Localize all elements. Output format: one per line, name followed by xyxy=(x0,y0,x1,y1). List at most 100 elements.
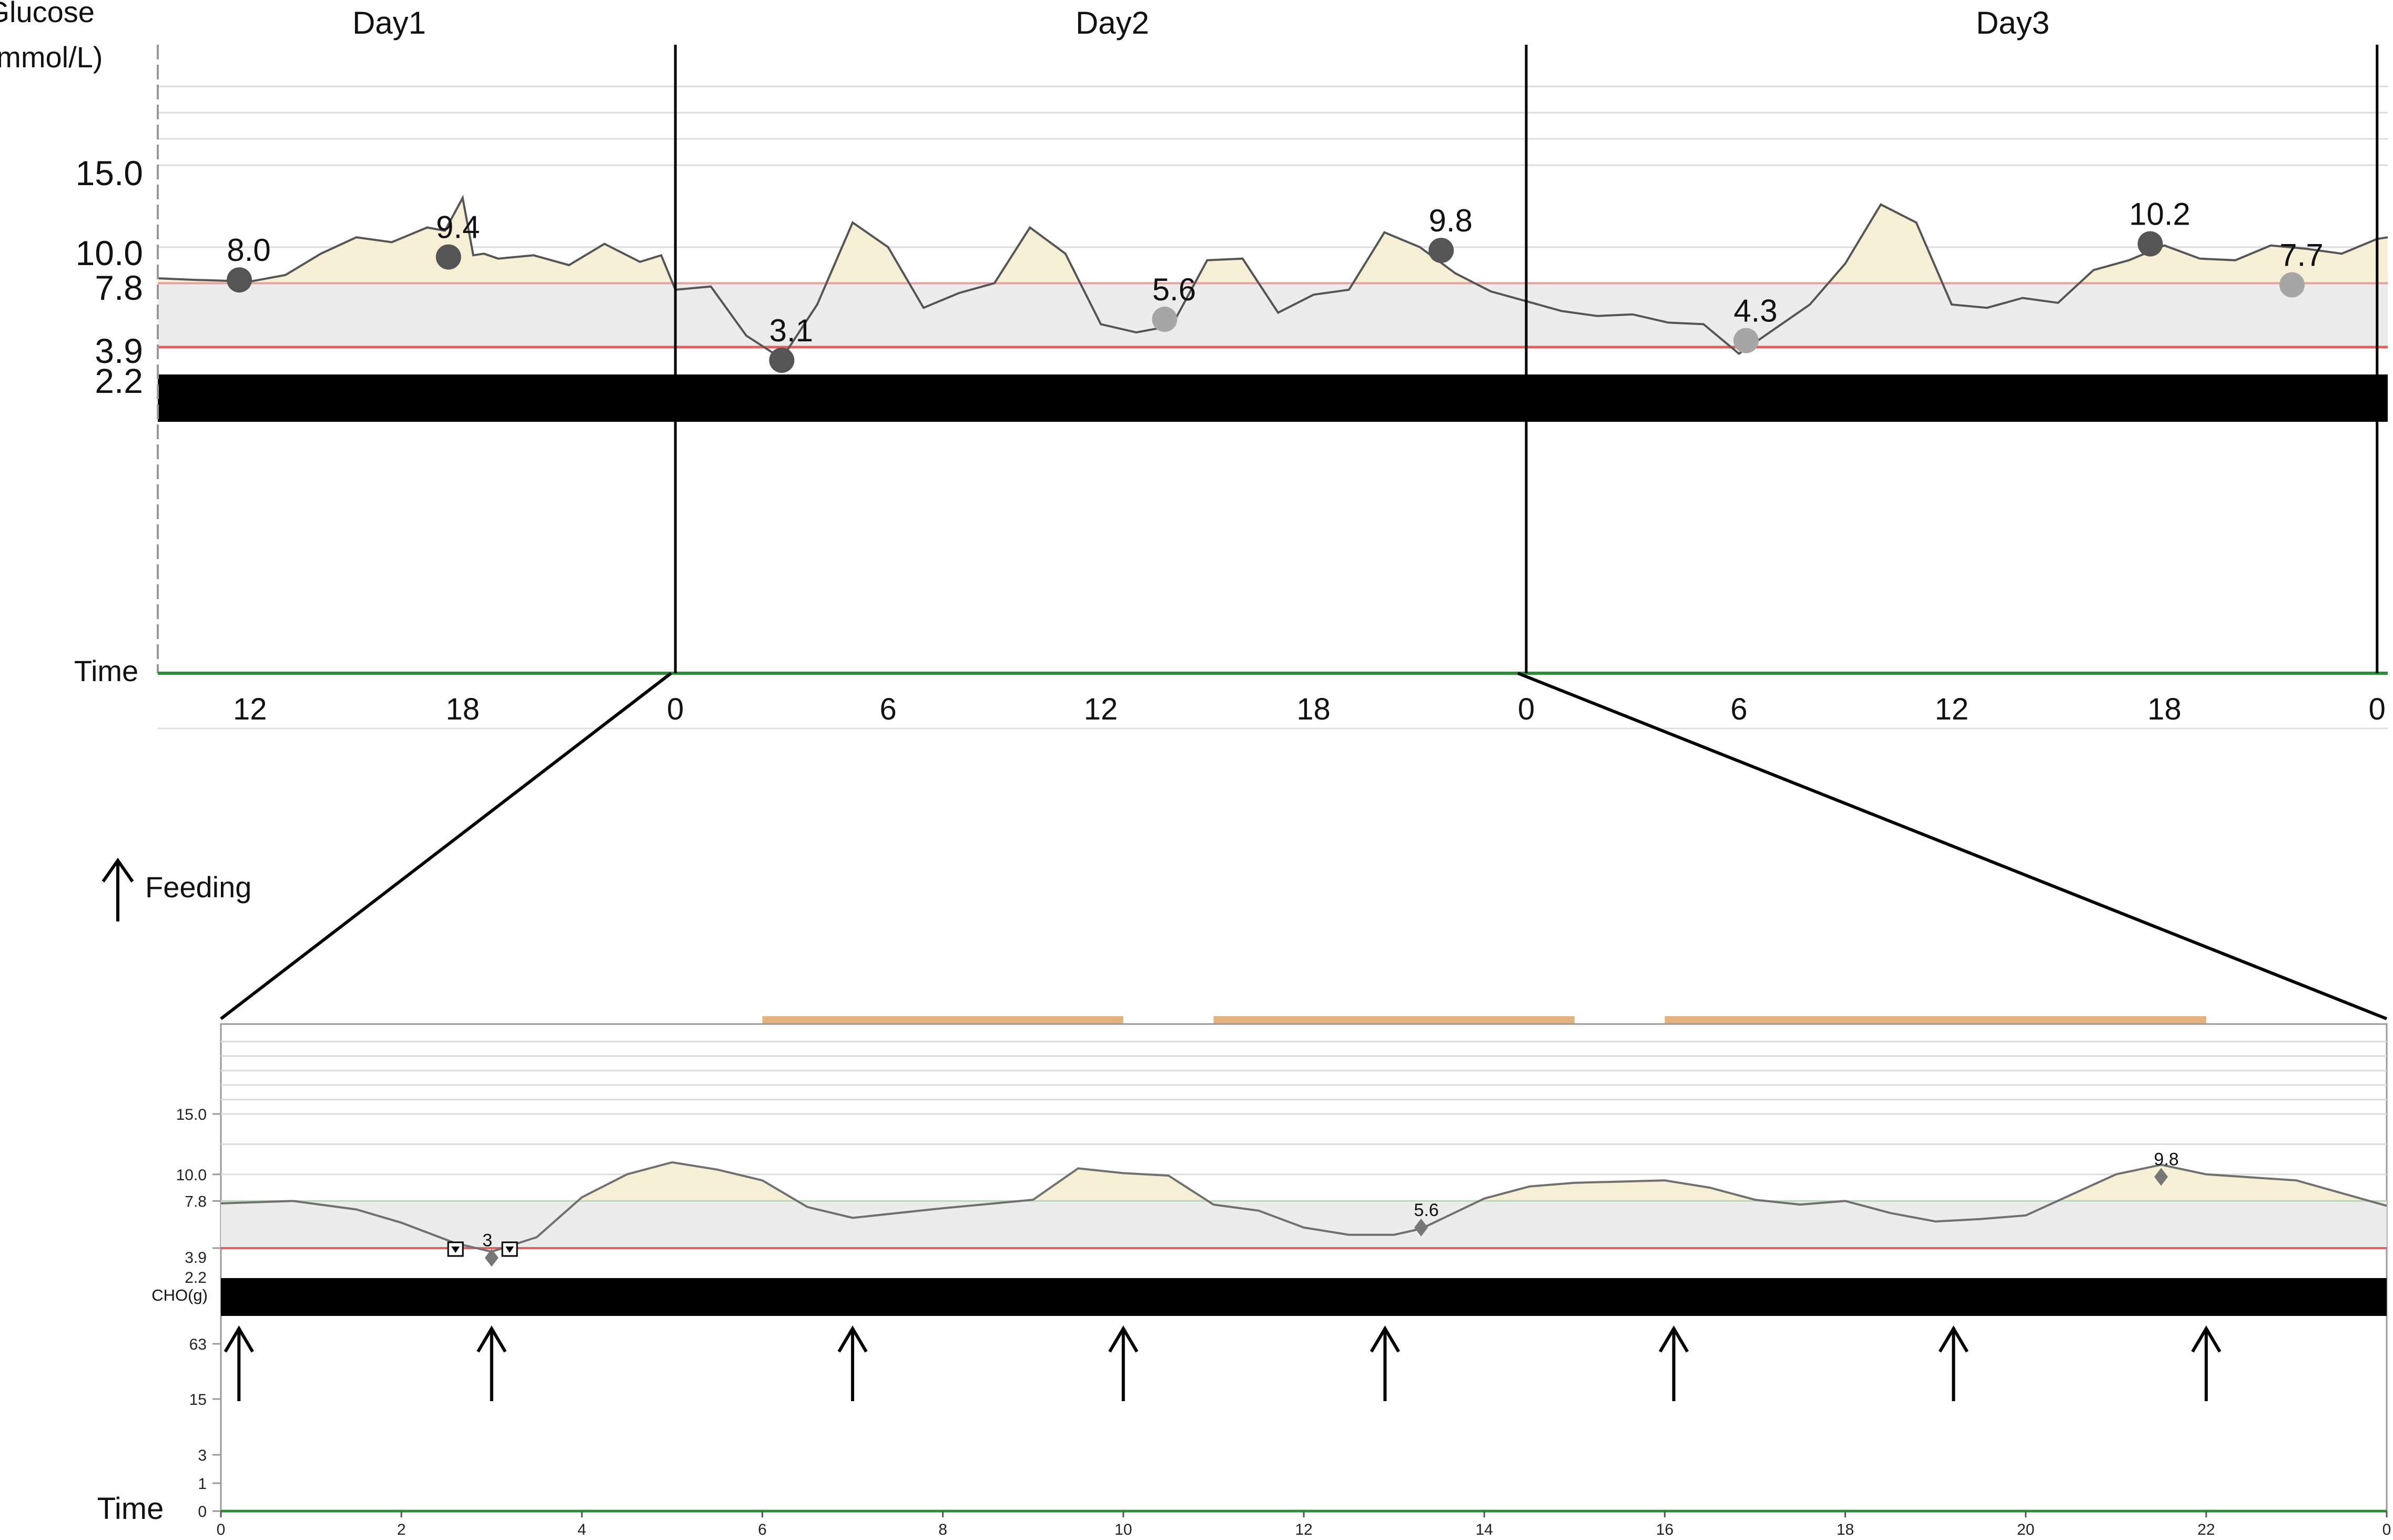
feeding-legend: Feeding xyxy=(102,857,251,921)
top-y-tick-3.9: 3.9 xyxy=(95,331,143,370)
event-marker-arrow xyxy=(451,1247,460,1253)
y-axis-label-line-2: (mmol/L) xyxy=(0,40,103,74)
bottom-y-ticks: 15.0 10.0 7.8 3.9 2.2 xyxy=(176,1106,221,1286)
bottom-time-label: Time xyxy=(97,1492,164,1526)
feeding-arrow-icon xyxy=(837,1325,868,1401)
feeding-arrow-icon xyxy=(1658,1325,1689,1401)
y-axis-label: Glucose (mmol/L) xyxy=(0,0,103,74)
top-x-tick-0: 0 xyxy=(1518,692,1535,726)
bottom-x-ticks: 0 2 4 6 8 10 12 14 16 18 20 22 0 xyxy=(217,1511,2391,1538)
feeding-arrow-icon xyxy=(224,1325,254,1401)
zoom-connector-left xyxy=(220,672,672,1020)
top-x-tick-0: 0 xyxy=(2369,692,2386,726)
bottom-x-tick-20: 20 xyxy=(2017,1521,2034,1538)
bottom-event-markers xyxy=(447,1241,518,1257)
top-target-band xyxy=(158,283,2388,348)
zoom-connector-right xyxy=(1517,672,2388,1020)
bottom-x-tick-0: 0 xyxy=(2382,1521,2391,1538)
feeding-arrow-head xyxy=(837,1325,868,1353)
glucose-marker xyxy=(769,347,795,373)
bottom-target-band xyxy=(221,1201,2387,1248)
top-y-tick-2.2: 2.2 xyxy=(95,361,143,400)
top-x-tick-6: 6 xyxy=(879,692,896,726)
glucose-value-label: 3.1 xyxy=(769,313,813,348)
feeding-arrow-head xyxy=(1108,1325,1139,1353)
cho-tick-1: 1 xyxy=(198,1475,207,1493)
feeding-legend-label: Feeding xyxy=(145,870,251,904)
bottom-y-tick-2.2: 2.2 xyxy=(185,1269,207,1286)
glucose-marker xyxy=(2137,231,2163,257)
glucose-marker xyxy=(227,267,252,293)
cho-tick-3: 3 xyxy=(198,1447,207,1464)
bottom-x-tick-18: 18 xyxy=(1837,1521,1854,1538)
top-gridlines xyxy=(158,85,2388,730)
three-day-glucose-chart: Glucose (mmol/L) Day1 Day2 Day3 15.0 10.0… xyxy=(0,0,2388,730)
top-x-tick-12: 12 xyxy=(1084,692,1118,726)
feeding-arrow-icon xyxy=(2191,1325,2222,1401)
bottom-x-tick-2: 2 xyxy=(397,1521,406,1538)
glucose-marker xyxy=(1428,238,1454,264)
reading-value-label: 5.6 xyxy=(1414,1200,1438,1220)
top-x-tick-12: 12 xyxy=(233,692,267,726)
top-x-ticks: 12 18 0 6 12 18 0 6 12 18 0 xyxy=(233,692,2386,726)
top-annotations: 8.0 9.4 3.1 5.6 9.8 4.3 10.2 7.7 xyxy=(227,197,2324,373)
top-y-tick-10.0: 10.0 xyxy=(76,234,143,272)
glucose-value-label: 10.2 xyxy=(2129,197,2191,232)
glucose-value-label: 9.8 xyxy=(1428,203,1472,238)
top-glucose-trace xyxy=(157,195,2388,360)
top-x-tick-18: 18 xyxy=(445,692,480,726)
reading-marker xyxy=(484,1249,499,1267)
top-high-glucose-fill xyxy=(158,198,2388,283)
cho-tick-63: 63 xyxy=(189,1336,207,1353)
top-x-tick-18: 18 xyxy=(2147,692,2182,726)
top-black-band xyxy=(158,374,2388,422)
bottom-cho-ticks: 63 15 3 1 0 xyxy=(189,1336,221,1521)
cho-tick-15: 15 xyxy=(189,1391,207,1409)
bottom-y-tick-15.0: 15.0 xyxy=(176,1106,207,1123)
feeding-arrow-icon xyxy=(1938,1325,1969,1401)
top-y-tick-15.0: 15.0 xyxy=(76,154,143,192)
bottom-annotations: 3 5.6 9.8 xyxy=(482,1149,2179,1267)
glucose-value-label: 5.6 xyxy=(1152,272,1196,307)
feeding-arrow-head xyxy=(1370,1325,1401,1353)
bottom-meal-bars xyxy=(762,1016,2206,1024)
meal-bar xyxy=(762,1016,1123,1024)
glucose-marker xyxy=(435,244,461,270)
event-marker-arrow xyxy=(505,1247,514,1253)
top-y-ticks: 15.0 10.07.8 3.92.2 xyxy=(76,154,143,400)
glucose-value-label: 9.4 xyxy=(436,210,480,245)
bottom-plot-frame xyxy=(220,1023,2388,1512)
bottom-y-tick-3.9: 3.9 xyxy=(185,1249,207,1267)
bottom-x-tick-6: 6 xyxy=(758,1521,767,1538)
feeding-arrow-icon xyxy=(476,1325,507,1401)
bottom-y-tick-10.0: 10.0 xyxy=(176,1167,207,1184)
glucose-marker xyxy=(1152,307,1178,332)
feeding-arrow-icon xyxy=(1370,1325,1401,1401)
bottom-high-glucose-fill xyxy=(293,1162,2370,1201)
feeding-arrow-head xyxy=(1658,1325,1689,1353)
reading-marker xyxy=(2154,1168,2168,1186)
bottom-gridlines xyxy=(221,1040,2387,1176)
bottom-x-tick-22: 22 xyxy=(2197,1521,2215,1538)
feeding-arrow-head xyxy=(1938,1325,1969,1353)
cho-tick-0: 0 xyxy=(198,1503,207,1521)
top-x-tick-12: 12 xyxy=(1935,692,1969,726)
top-day-dividers xyxy=(674,45,2379,673)
y-axis-label-line-1: Glucose xyxy=(0,0,95,28)
day2-label: Day2 xyxy=(1076,5,1149,40)
bottom-x-tick-4: 4 xyxy=(577,1521,586,1538)
feeding-arrow-head xyxy=(224,1325,254,1353)
glucose-value-label: 4.3 xyxy=(1733,293,1777,329)
cho-label: CHO(g) xyxy=(151,1286,208,1304)
feeding-arrow-head xyxy=(476,1325,507,1353)
glucose-value-label: 8.0 xyxy=(227,232,270,268)
bottom-glucose-trace xyxy=(220,1161,2387,1253)
meal-bar xyxy=(1665,1016,2206,1024)
bottom-x-tick-14: 14 xyxy=(1475,1521,1493,1538)
bottom-x-tick-8: 8 xyxy=(938,1521,947,1538)
bottom-y-tick-7.8: 7.8 xyxy=(185,1193,207,1210)
reading-value-label: 3 xyxy=(482,1230,492,1250)
day2-zoom-chart: 35.69.8 15.010.07.83.92.2 CHO(g) 6315310… xyxy=(97,1016,2391,1538)
bottom-x-tick-12: 12 xyxy=(1295,1521,1312,1538)
top-x-tick-6: 6 xyxy=(1730,692,1747,726)
